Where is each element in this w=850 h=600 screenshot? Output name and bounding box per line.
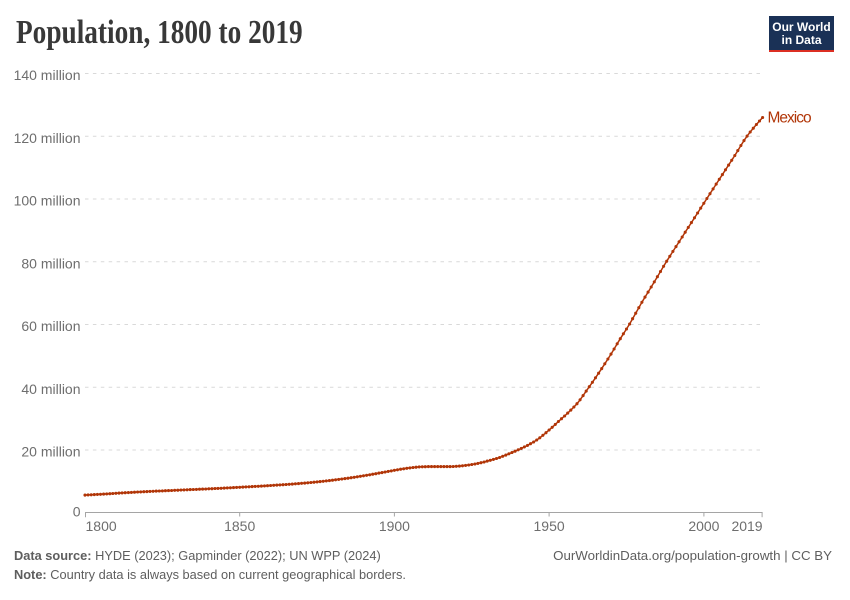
svg-text:2000: 2000 [688,518,719,534]
svg-text:2019: 2019 [731,518,762,534]
svg-text:20 million: 20 million [21,444,80,460]
svg-text:120 million: 120 million [14,130,81,146]
svg-text:1900: 1900 [379,518,410,534]
svg-text:80 million: 80 million [21,256,80,272]
svg-text:1950: 1950 [534,518,565,534]
svg-text:Mexico: Mexico [768,110,811,127]
svg-text:40 million: 40 million [21,381,80,397]
svg-text:60 million: 60 million [21,318,80,334]
svg-text:1800: 1800 [86,518,117,534]
svg-text:1850: 1850 [224,518,255,534]
svg-text:100 million: 100 million [14,193,81,209]
svg-text:0: 0 [73,503,81,519]
svg-text:140 million: 140 million [14,67,81,83]
